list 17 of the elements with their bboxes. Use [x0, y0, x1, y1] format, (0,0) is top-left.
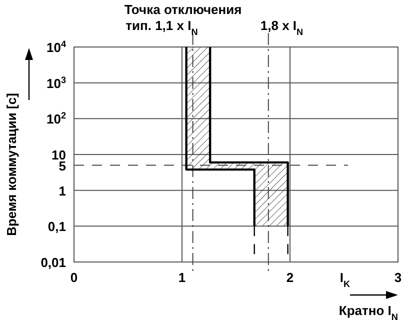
ref-line-label: 1,8 x I$_{N}$ — [260, 18, 304, 37]
x-tick-label: 0 — [70, 270, 78, 285]
chart-title: Точка отключения — [124, 2, 242, 17]
y-tick-label: 0,01 — [40, 255, 66, 270]
y-tick-label: 10$^{4}$ — [46, 39, 67, 55]
x-axis-title: Кратно I$_{N}$ — [338, 303, 398, 320]
y-tick-label: 10$^{2}$ — [46, 110, 66, 127]
x-tick-label: 1 — [178, 270, 186, 285]
ref-line-label: тип. 1,1 x I$_{N}$ — [126, 18, 198, 37]
text: I$_{K}$ — [340, 270, 351, 289]
x-tick-label: 3 — [394, 270, 402, 285]
y-axis-title: Время коммутации [с] — [4, 93, 19, 236]
y-tick-label: 10$^{3}$ — [46, 74, 66, 91]
x-tick-label: 2 — [286, 270, 294, 285]
y-tick-label: 1 — [58, 183, 66, 198]
y-tick-label: 0,1 — [48, 219, 66, 234]
y-tick-label: 10 — [52, 148, 66, 162]
